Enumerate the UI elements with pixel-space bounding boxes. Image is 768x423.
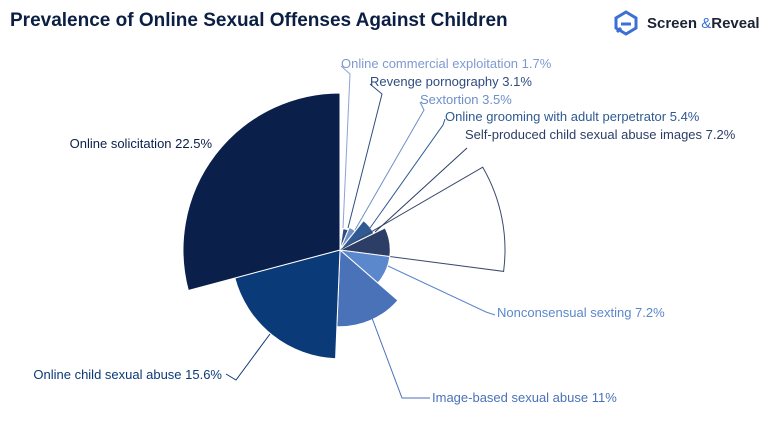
- leader-line: [347, 83, 383, 229]
- slice-label: Self-produced child sexual abuse images …: [465, 127, 736, 142]
- slice-label: Nonconsensual sexting 7.2%: [497, 305, 665, 320]
- slice-label: Revenge pornography 3.1%: [370, 74, 532, 89]
- leader-line: [225, 333, 271, 381]
- slice-label: Online child sexual abuse 15.6%: [33, 367, 222, 382]
- slice-label: Online grooming with adult perpetrator 5…: [445, 109, 700, 124]
- leader-line: [371, 317, 430, 399]
- brand-logo: Screen &Reveal: [613, 10, 760, 36]
- brand-name-2: Reveal: [711, 14, 760, 32]
- slice-label: Sextortion 3.5%: [420, 92, 512, 107]
- chart-title: Prevalence of Online Sexual Offenses Aga…: [10, 10, 508, 31]
- slice-label: Image-based sexual abuse 11%: [432, 390, 617, 405]
- leader-line: [369, 118, 446, 229]
- logo-icon: [614, 10, 638, 36]
- slice-8[interactable]: [234, 249, 341, 360]
- leader-line: [340, 65, 351, 229]
- highlight-outline: [338, 166, 506, 272]
- leader-line: [374, 147, 468, 233]
- leader-line: [387, 265, 496, 316]
- slice-label: Online commercial exploitation 1.7%: [341, 56, 552, 71]
- slice-9[interactable]: [182, 92, 341, 292]
- brand-name-1: Screen: [647, 14, 698, 32]
- leader-line: [354, 101, 425, 231]
- slice-label: Online solicitation 22.5%: [70, 136, 213, 151]
- slice-7[interactable]: [336, 248, 399, 328]
- brand-amp: &: [701, 14, 712, 32]
